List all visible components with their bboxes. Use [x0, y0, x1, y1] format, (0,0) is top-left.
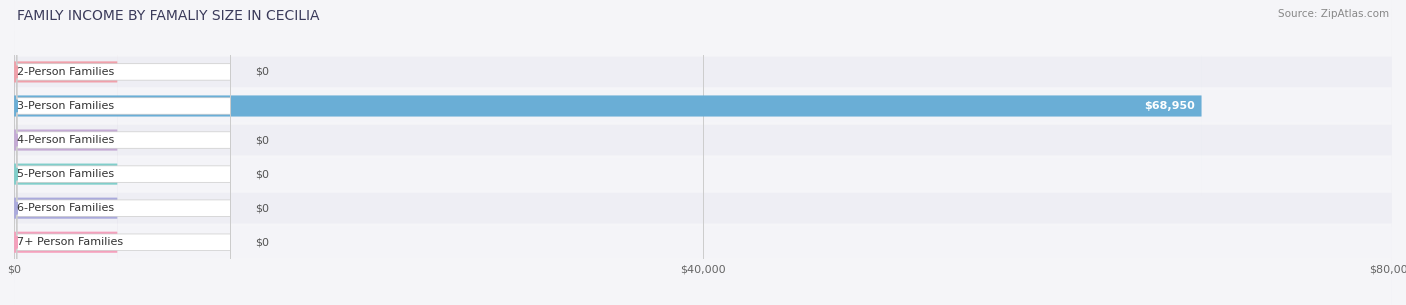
Text: FAMILY INCOME BY FAMALIY SIZE IN CECILIA: FAMILY INCOME BY FAMALIY SIZE IN CECILIA — [17, 9, 319, 23]
FancyBboxPatch shape — [17, 69, 231, 211]
Text: $0: $0 — [256, 203, 269, 213]
Text: 6-Person Families: 6-Person Families — [17, 203, 114, 213]
FancyBboxPatch shape — [14, 8, 1392, 272]
Text: 7+ Person Families: 7+ Person Families — [17, 237, 122, 247]
Text: 3-Person Families: 3-Person Families — [17, 101, 114, 111]
FancyBboxPatch shape — [14, 15, 1202, 197]
Text: $0: $0 — [256, 169, 269, 179]
Text: 2-Person Families: 2-Person Families — [17, 67, 114, 77]
FancyBboxPatch shape — [14, 151, 118, 305]
FancyBboxPatch shape — [14, 42, 1392, 305]
FancyBboxPatch shape — [14, 117, 118, 299]
FancyBboxPatch shape — [17, 35, 231, 177]
Text: $68,950: $68,950 — [1144, 101, 1195, 111]
Text: $0: $0 — [256, 237, 269, 247]
FancyBboxPatch shape — [14, 0, 1392, 238]
Text: Source: ZipAtlas.com: Source: ZipAtlas.com — [1278, 9, 1389, 19]
FancyBboxPatch shape — [17, 1, 231, 143]
FancyBboxPatch shape — [17, 137, 231, 279]
Text: $0: $0 — [256, 135, 269, 145]
FancyBboxPatch shape — [14, 83, 118, 265]
FancyBboxPatch shape — [14, 49, 118, 231]
Text: 4-Person Families: 4-Person Families — [17, 135, 114, 145]
FancyBboxPatch shape — [17, 171, 231, 305]
FancyBboxPatch shape — [14, 0, 118, 163]
Text: 5-Person Families: 5-Person Families — [17, 169, 114, 179]
FancyBboxPatch shape — [14, 0, 1392, 204]
FancyBboxPatch shape — [14, 110, 1392, 305]
FancyBboxPatch shape — [17, 103, 231, 245]
FancyBboxPatch shape — [14, 77, 1392, 305]
Text: $0: $0 — [256, 67, 269, 77]
